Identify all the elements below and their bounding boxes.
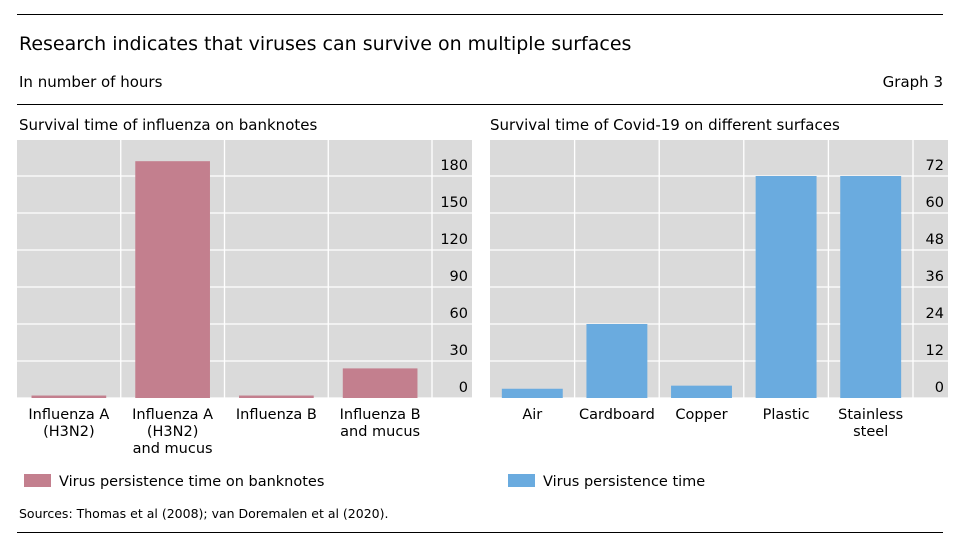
influenza-ytick-label: 0 [459, 380, 468, 396]
covid-bar [501, 388, 563, 398]
influenza-bar [31, 395, 107, 398]
influenza-legend-label: Virus persistence time on banknotes [59, 474, 324, 490]
influenza-bar [342, 368, 418, 398]
covid-category-label: Copper [675, 407, 727, 423]
covid-ytick-label: 24 [926, 306, 944, 322]
figure-title: Research indicates that viruses can surv… [19, 33, 632, 55]
left-chart-title: Survival time of influenza on banknotes [19, 116, 318, 134]
covid-legend-label: Virus persistence time [543, 474, 705, 490]
covid-category-label: Air [522, 407, 542, 423]
covid-ytick-label: 48 [926, 232, 944, 248]
covid-bar [671, 385, 732, 398]
sources-note: Sources: Thomas et al (2008); van Dorema… [19, 506, 389, 521]
influenza-ytick-label: 90 [450, 269, 468, 285]
influenza-bar [135, 161, 210, 398]
influenza-ytick-label: 60 [450, 306, 468, 322]
influenza-ytick-label: 150 [440, 195, 468, 211]
covid-bar [840, 176, 902, 398]
covid-category-label: Plastic [763, 407, 810, 423]
influenza-category-label: and mucus [133, 441, 213, 457]
covid-ytick-label: 0 [935, 380, 944, 396]
influenza-bar [239, 395, 314, 398]
covid-category-label: Stainless [838, 407, 903, 423]
influenza-category-label: Influenza B [236, 407, 317, 423]
right-chart-title: Survival time of Covid-19 on different s… [490, 116, 840, 134]
influenza-category-label: Influenza B [340, 407, 421, 423]
covid-category-label: steel [853, 424, 888, 440]
covid-bar [586, 324, 648, 398]
graph-label: Graph 3 [882, 73, 943, 91]
influenza-category-label: Influenza A [28, 407, 109, 423]
influenza-category-label: and mucus [340, 424, 420, 440]
influenza-category-label: (H3N2) [147, 424, 199, 440]
influenza-plot-area [17, 140, 472, 398]
covid-ytick-label: 72 [926, 158, 944, 174]
header-rule [17, 104, 943, 105]
covid-bar [755, 176, 817, 398]
influenza-ytick-label: 30 [450, 343, 468, 359]
covid-legend-swatch [508, 474, 535, 487]
covid-category-label: Cardboard [579, 407, 655, 423]
covid-ytick-label: 12 [926, 343, 944, 359]
top-rule [17, 14, 943, 15]
influenza-category-label: Influenza A [132, 407, 213, 423]
influenza-category-label: (H3N2) [43, 424, 95, 440]
influenza-ytick-label: 120 [440, 232, 468, 248]
influenza-legend-swatch [24, 474, 51, 487]
figure-subtitle: In number of hours [19, 73, 163, 91]
influenza-ytick-label: 180 [440, 158, 468, 174]
covid-ytick-label: 60 [926, 195, 944, 211]
bottom-rule [17, 532, 943, 533]
covid-ytick-label: 36 [926, 269, 944, 285]
